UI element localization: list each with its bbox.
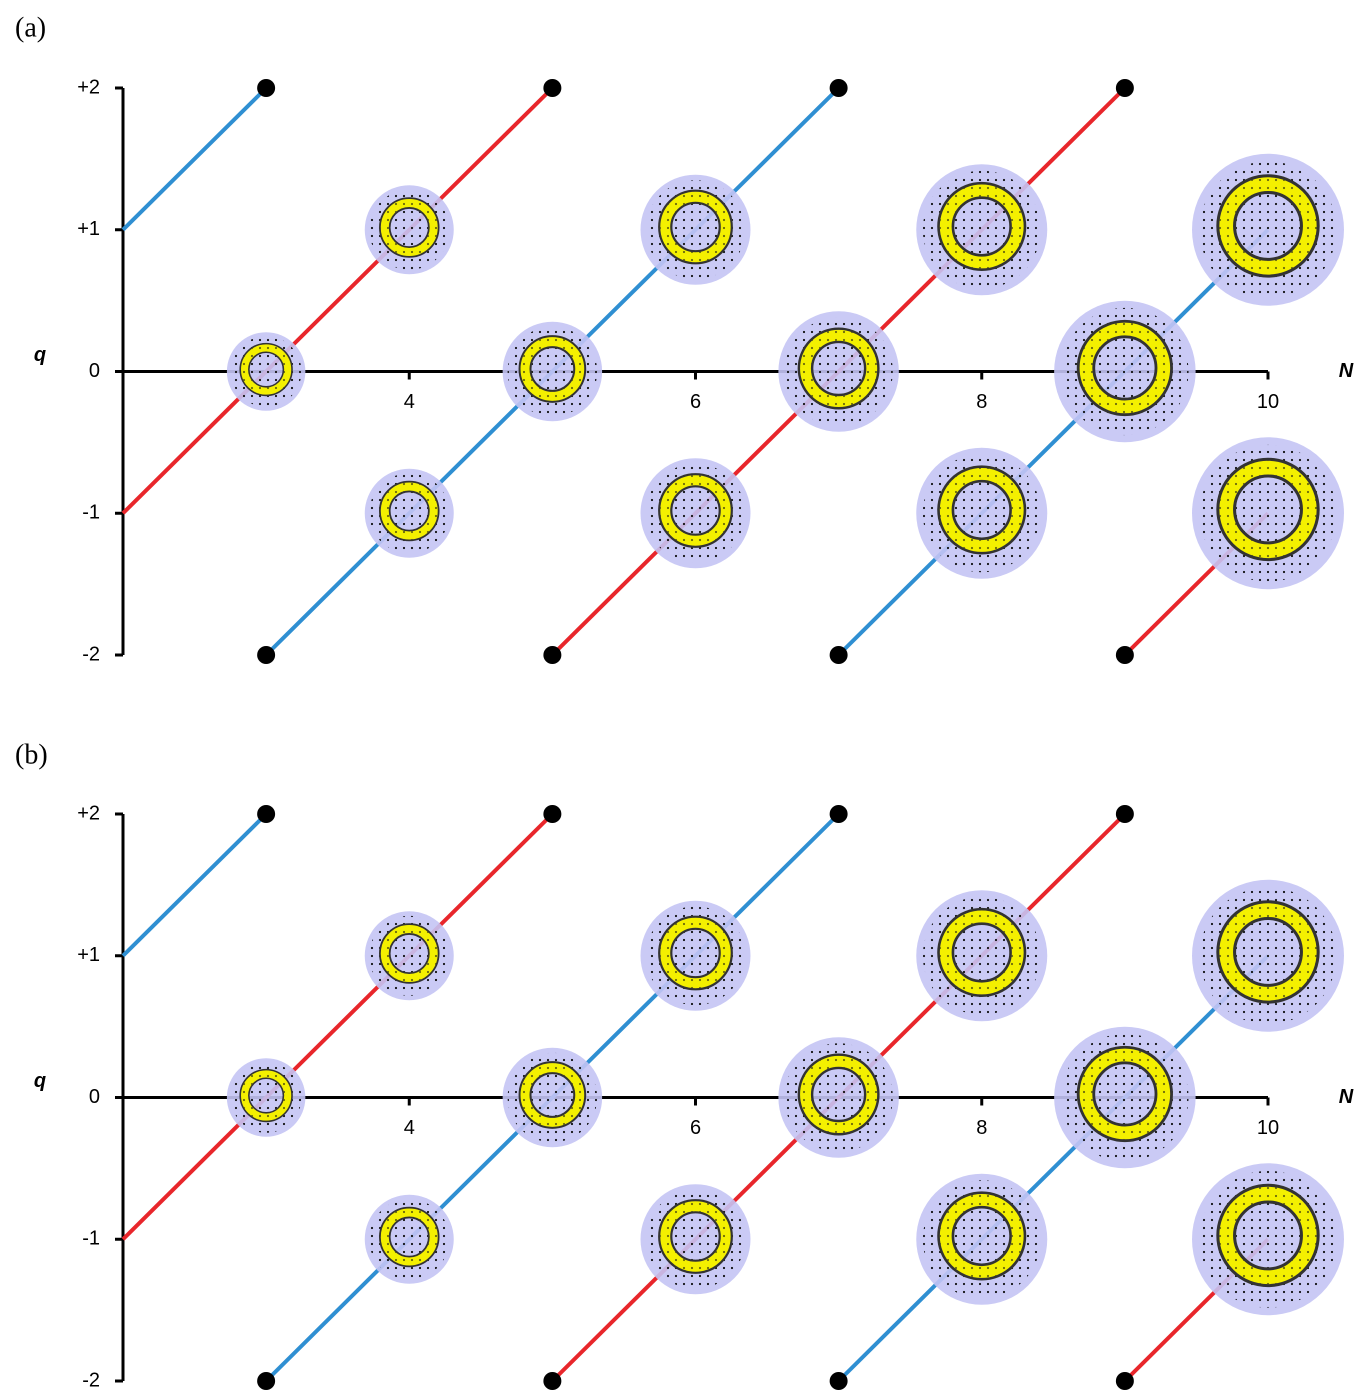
x-tick-label: 8 (976, 1117, 987, 1139)
structure (916, 1174, 1047, 1305)
endpoint (257, 79, 275, 97)
structure (641, 901, 751, 1011)
y-tick-label: -1 (82, 1228, 100, 1250)
endpoint (257, 646, 275, 664)
structure (641, 1184, 751, 1294)
structure (1054, 301, 1196, 443)
endpoint (543, 646, 561, 664)
panel-label: (a) (15, 12, 46, 43)
series-line (123, 814, 552, 1239)
series-line (839, 956, 1268, 1381)
endpoint (830, 79, 848, 97)
endpoint (830, 646, 848, 664)
figure: (a) q N +2 +1 0 -1 -2 4 6 8 10 (b) q N +2 +1 0 -1 -2 4 6 8 10 (0, 0, 1358, 1392)
y-axis-label: q (34, 1070, 46, 1092)
structure (1192, 880, 1344, 1032)
structure (1054, 1027, 1196, 1169)
endpoint (1116, 1372, 1134, 1390)
y-tick-label: +2 (77, 802, 100, 824)
endpoint (830, 805, 848, 823)
x-tick-label: 8 (976, 391, 987, 413)
structure (227, 332, 306, 411)
series-line (123, 88, 266, 230)
y-tick-label: 0 (89, 1086, 100, 1108)
structure (503, 1048, 603, 1148)
structure (365, 911, 454, 1000)
structure (365, 185, 454, 274)
structure (778, 1037, 899, 1158)
y-tick-label: -1 (82, 502, 100, 524)
endpoint (1116, 805, 1134, 823)
endpoint (257, 805, 275, 823)
structure (227, 1058, 306, 1137)
structure (778, 311, 899, 432)
x-tick-label: 4 (404, 1117, 415, 1139)
y-tick-label: 0 (89, 360, 100, 382)
structure (503, 322, 603, 422)
x-tick-label: 4 (404, 391, 415, 413)
x-tick-label: 6 (690, 1117, 701, 1139)
panel-label: (b) (15, 739, 48, 770)
structure (365, 1195, 454, 1284)
series-line (123, 814, 266, 956)
x-axis-label: N (1339, 360, 1354, 382)
x-axis-label: N (1339, 1086, 1354, 1108)
y-tick-label: -2 (82, 1369, 100, 1391)
y-tick-label: +2 (77, 76, 100, 98)
x-tick-label: 10 (1257, 1117, 1279, 1139)
y-tick-label: -2 (82, 643, 100, 665)
endpoint (1116, 646, 1134, 664)
structure (916, 164, 1047, 295)
endpoint (1116, 79, 1134, 97)
endpoint (830, 1372, 848, 1390)
structure (916, 448, 1047, 579)
x-tick-label: 10 (1257, 391, 1279, 413)
y-tick-label: +1 (77, 218, 100, 240)
structure (641, 175, 751, 285)
structure (641, 458, 751, 568)
series-line (123, 88, 552, 513)
structure (916, 890, 1047, 1021)
y-axis-label: q (34, 344, 46, 366)
series-line (839, 230, 1268, 655)
structure (1192, 437, 1344, 589)
structure (365, 469, 454, 558)
endpoint (543, 79, 561, 97)
structure (1192, 154, 1344, 306)
endpoint (543, 1372, 561, 1390)
endpoint (543, 805, 561, 823)
x-tick-label: 6 (690, 391, 701, 413)
structure (1192, 1163, 1344, 1315)
endpoint (257, 1372, 275, 1390)
y-tick-label: +1 (77, 944, 100, 966)
